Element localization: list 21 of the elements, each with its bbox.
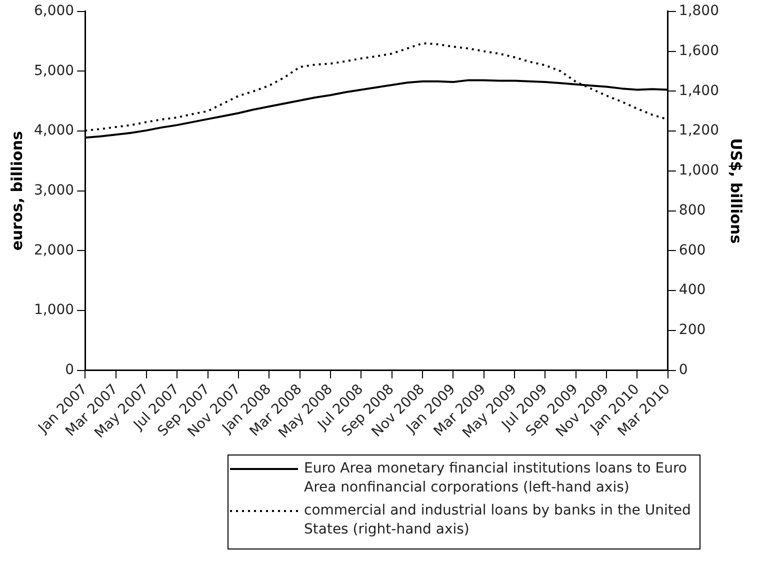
y2-tick-label: 1,800 [678,3,720,20]
y-tick-label: 0 [65,362,74,378]
y2-tick-label: 0 [678,362,688,378]
y2-tick-label: 1,200 [678,122,720,139]
y-tick-label: 3,000 [34,182,74,198]
y2-tick-label: 800 [678,202,706,218]
y2-tick-label: 400 [678,282,706,298]
y2-axis-title: US$, billions [727,138,746,244]
y2-tick-label: 600 [678,242,706,258]
y-tick-label: 6,000 [34,3,74,20]
y-tick-label: 1,000 [34,302,74,318]
y2-tick-label: 1,600 [678,42,720,59]
y-tick-label: 4,000 [34,122,74,139]
legend-label: Euro Area monetary financial institutions loans to Euro Area nonfinancial corporations (left-hand axis) [304,460,687,496]
y2-tick-label: 200 [678,322,706,338]
y-tick-label: 2,000 [34,242,74,258]
y2-tick-label: 1,400 [678,82,720,99]
y2-tick-label: 1,000 [678,162,720,179]
y-tick-label: 5,000 [34,62,74,79]
legend-label: commercial and industrial loans by banks in the United States (right-hand axis) [304,502,691,538]
y-axis-title: euros, billions [8,130,26,251]
